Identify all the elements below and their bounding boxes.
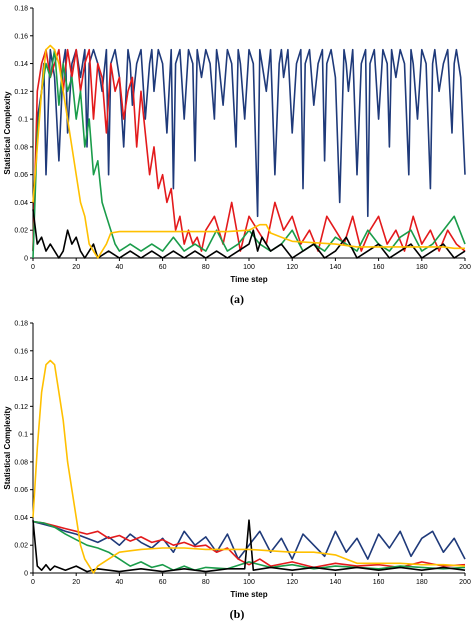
series-line-red — [32, 520, 466, 569]
x-tick-label: 80 — [202, 579, 210, 586]
x-axis-title: Time step — [230, 590, 267, 599]
x-tick-label: 100 — [243, 579, 255, 586]
y-tick-label: 0.02 — [14, 228, 28, 235]
series-line-navy — [32, 520, 466, 560]
x-tick-label: 180 — [416, 579, 428, 586]
y-tick-label: 0.06 — [14, 487, 28, 494]
y-tick-label: 0.08 — [14, 144, 28, 151]
x-tick-label: 140 — [330, 579, 342, 586]
series-line-red — [32, 48, 466, 252]
series-line-navy — [32, 48, 466, 252]
y-axis-title: Statistical Complexity — [3, 91, 12, 175]
y-tick-label: 0.1 — [18, 432, 28, 439]
x-tick-label: 120 — [286, 579, 298, 586]
x-tick-label: 160 — [373, 579, 385, 586]
x-tick-label: 160 — [373, 264, 385, 271]
series-line-green — [32, 48, 466, 259]
x-tick-label: 120 — [286, 264, 298, 271]
x-tick-label: 140 — [330, 264, 342, 271]
x-tick-label: 180 — [416, 264, 428, 271]
y-tick-label: 0 — [24, 256, 28, 263]
panel-label: (a) — [230, 292, 244, 306]
y-tick-label: 0.18 — [14, 6, 28, 13]
series-line-gold — [32, 359, 466, 574]
y-tick-label: 0 — [24, 571, 28, 578]
y-tick-label: 0.04 — [14, 515, 28, 522]
y-tick-label: 0.14 — [14, 61, 28, 68]
y-tick-label: 0.16 — [14, 33, 28, 40]
x-tick-label: 40 — [116, 579, 124, 586]
y-tick-label: 0.06 — [14, 172, 28, 179]
y-tick-label: 0.1 — [18, 117, 28, 124]
x-tick-label: 40 — [116, 264, 124, 271]
x-tick-label: 0 — [31, 264, 35, 271]
x-axis-title: Time step — [230, 275, 267, 284]
x-tick-label: 0 — [31, 579, 35, 586]
series-line-gold — [32, 44, 465, 259]
x-tick-label: 20 — [72, 264, 80, 271]
panel-label: (b) — [230, 607, 245, 621]
y-tick-label: 0.18 — [14, 321, 28, 328]
x-tick-label: 60 — [159, 579, 167, 586]
y-tick-label: 0.16 — [14, 348, 28, 355]
y-tick-label: 0.12 — [14, 404, 28, 411]
y-tick-label: 0.08 — [14, 459, 28, 466]
x-tick-label: 100 — [243, 264, 255, 271]
chart-panel-b: 0 0.02 0.04 0.06 0.08 0.1 0.12 0.14 0.16 0.18 0 20 4… — [3, 321, 471, 622]
chart-panel-a: 0 0.02 0.04 0.06 0.08 0.1 0.12 0.14 0.16 0.18 0 20 4… — [3, 6, 471, 307]
x-tick-label: 80 — [202, 264, 210, 271]
y-axis-title: Statistical Complexity — [3, 406, 12, 490]
y-tick-label: 0.02 — [14, 543, 28, 550]
series-line-black — [32, 519, 466, 573]
y-tick-label: 0.12 — [14, 89, 28, 96]
x-tick-label: 200 — [459, 579, 471, 586]
x-tick-label: 20 — [72, 579, 80, 586]
y-tick-label: 0.04 — [14, 200, 28, 207]
x-tick-label: 200 — [459, 264, 471, 271]
y-tick-label: 0.14 — [14, 376, 28, 383]
x-tick-label: 60 — [159, 264, 167, 271]
